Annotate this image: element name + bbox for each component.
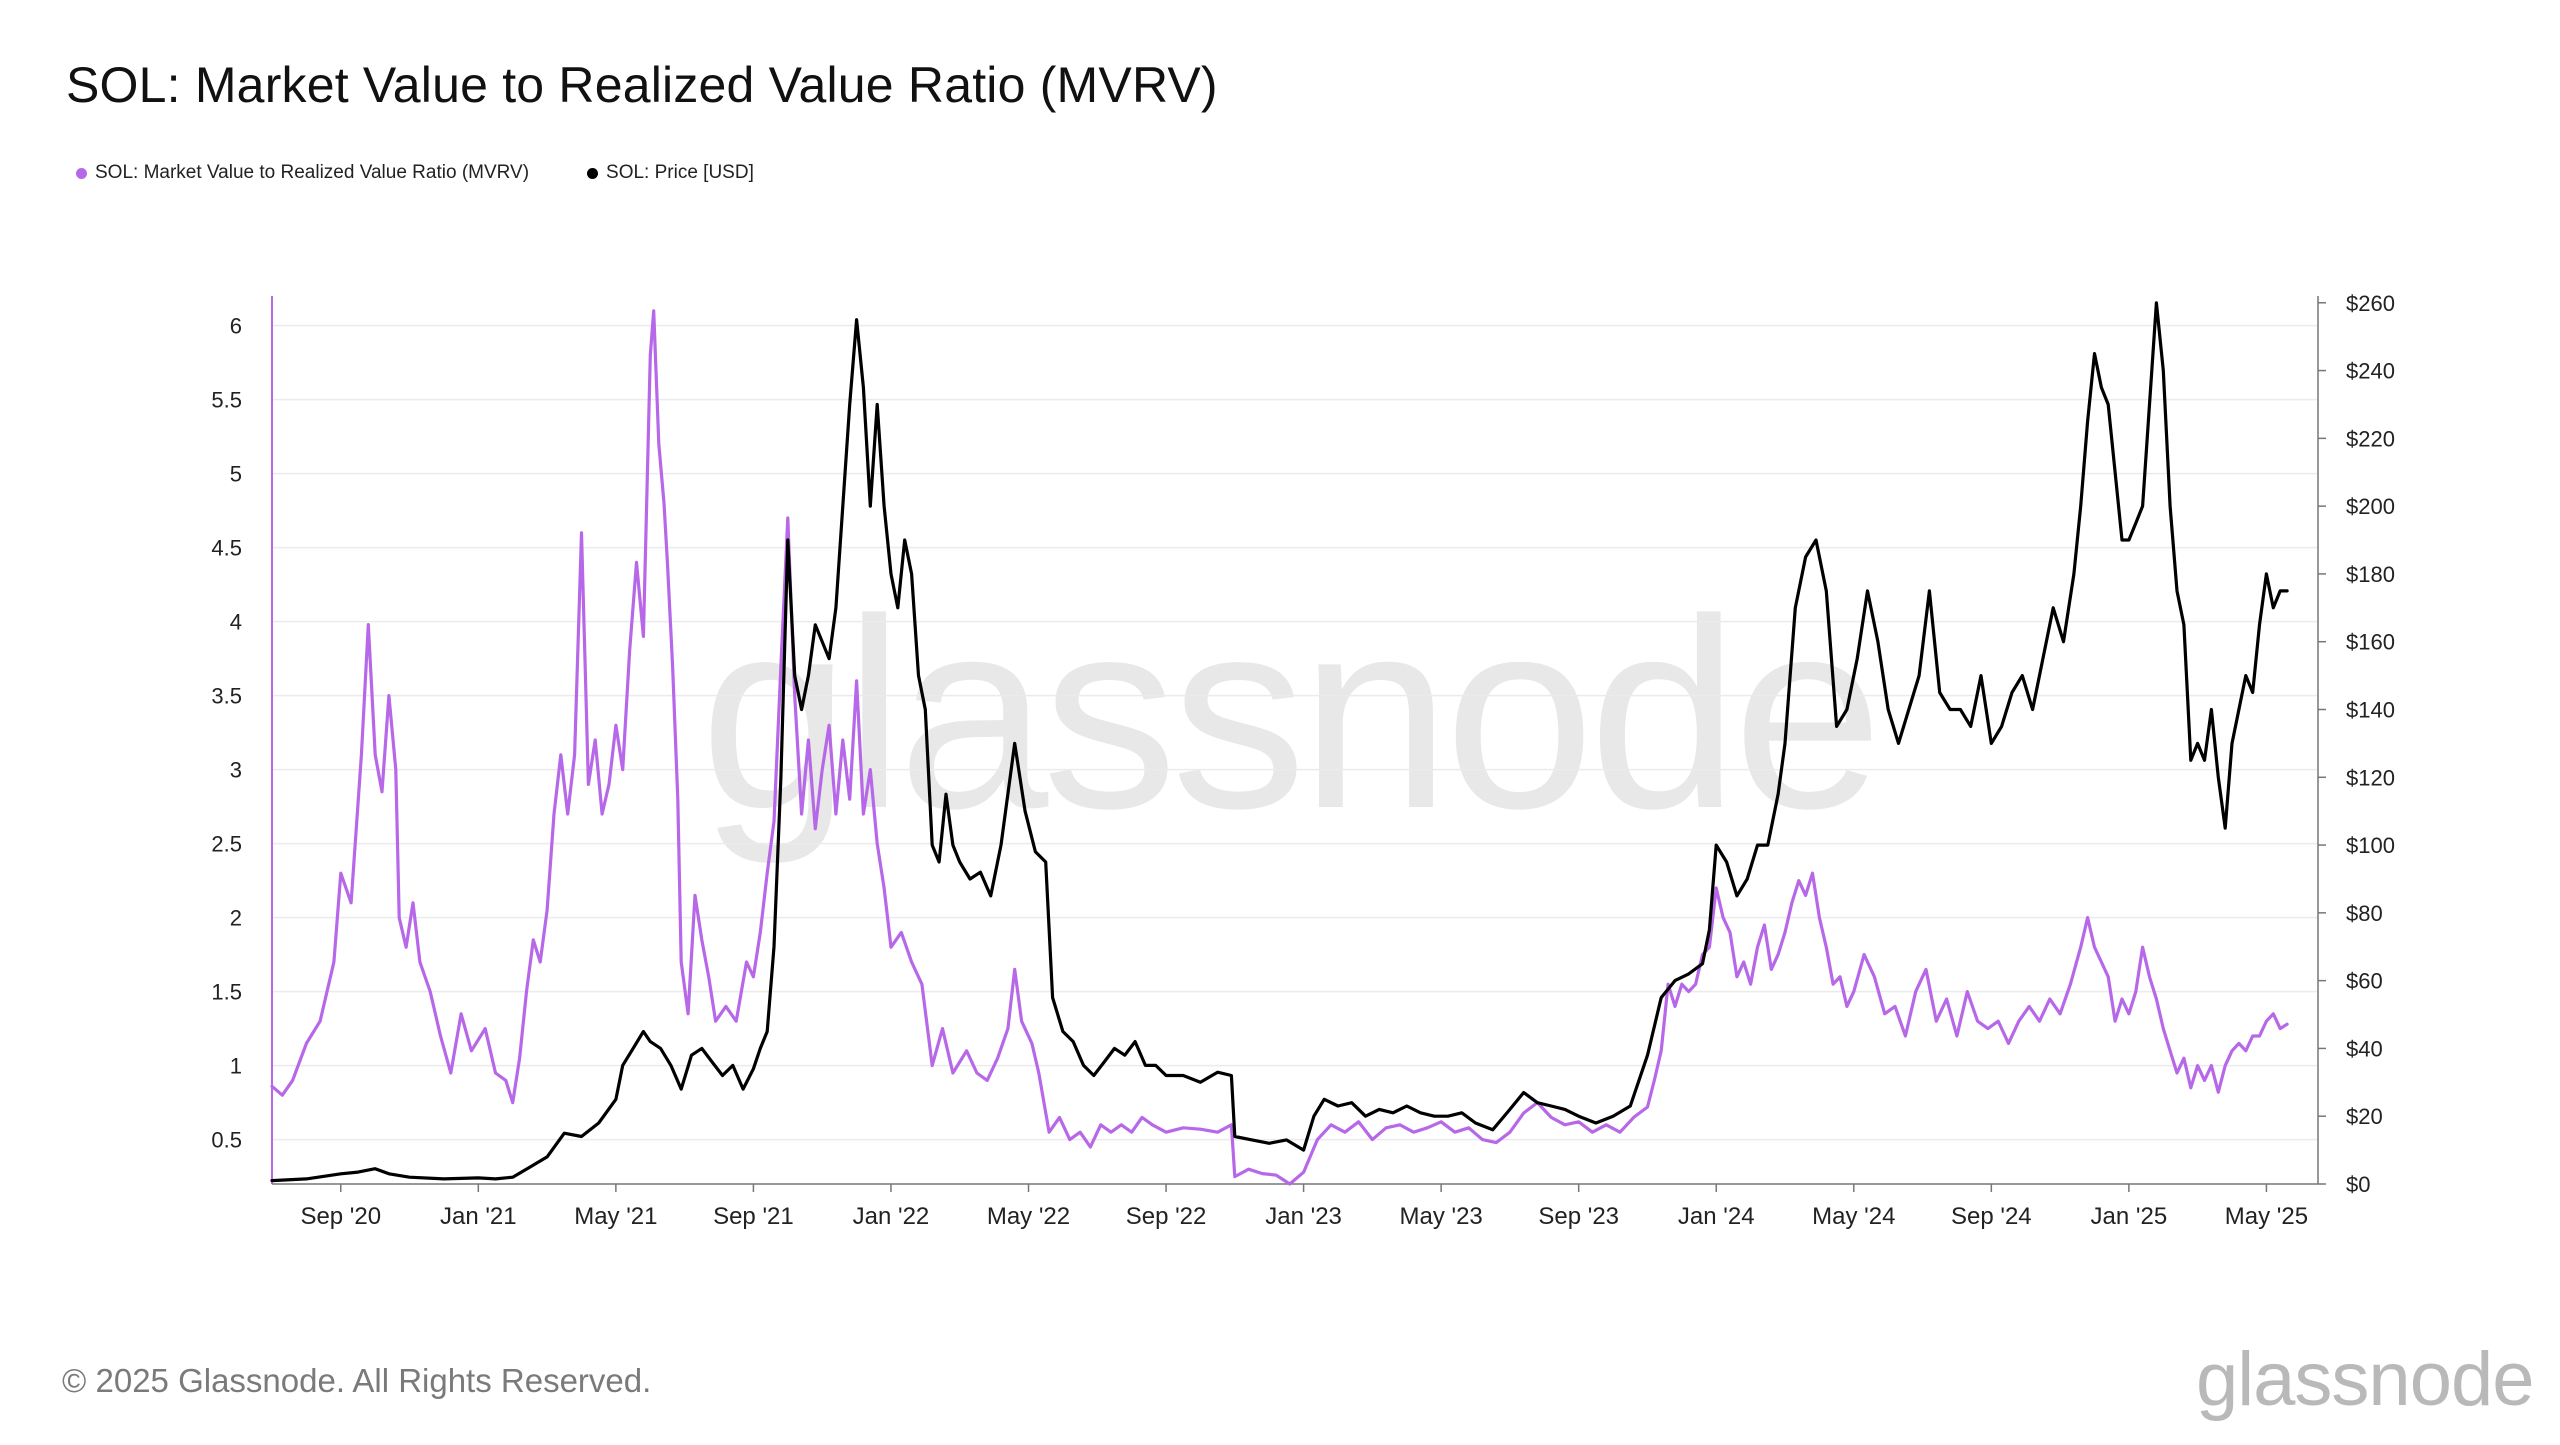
y-left-tick-label: 1 xyxy=(230,1054,242,1079)
x-tick-label: Sep '22 xyxy=(1126,1203,1207,1230)
y-left-tick-label: 0.5 xyxy=(211,1128,242,1153)
y-right-tick-label: $20 xyxy=(2346,1104,2383,1129)
legend-item-mvrv[interactable]: SOL: Market Value to Realized Value Rati… xyxy=(76,162,529,184)
y-left-tick-label: 4 xyxy=(230,610,242,635)
x-tick-label: May '21 xyxy=(574,1203,657,1230)
legend: SOL: Market Value to Realized Value Rati… xyxy=(76,162,812,184)
brand-logo: glassnode xyxy=(2196,1337,2534,1422)
y-right-tick-label: $260 xyxy=(2346,291,2395,316)
y-left-tick-label: 1.5 xyxy=(211,980,242,1005)
legend-dot-mvrv xyxy=(76,167,87,179)
y-right-tick-label: $100 xyxy=(2346,833,2395,858)
y-left-tick-label: 5.5 xyxy=(211,388,242,413)
x-tick-label: May '24 xyxy=(1812,1203,1895,1230)
x-tick-label: Sep '20 xyxy=(300,1203,381,1230)
y-right-tick-label: $180 xyxy=(2346,562,2395,587)
y-left-tick-label: 2.5 xyxy=(211,832,242,857)
y-right-tick-label: $240 xyxy=(2346,359,2395,384)
copyright-notice: © 2025 Glassnode. All Rights Reserved. xyxy=(62,1362,652,1399)
y-left-tick-label: 4.5 xyxy=(211,536,242,561)
x-tick-label: Sep '24 xyxy=(1951,1203,2032,1230)
x-tick-label: Sep '21 xyxy=(713,1203,794,1230)
chart-title: SOL: Market Value to Realized Value Rati… xyxy=(66,57,1218,113)
y-right-tick-label: $0 xyxy=(2346,1172,2370,1197)
y-left-tick-label: 2 xyxy=(230,906,242,931)
legend-label-mvrv: SOL: Market Value to Realized Value Rati… xyxy=(95,162,530,183)
y-right-tick-label: $140 xyxy=(2346,697,2395,722)
y-left-tick-label: 5 xyxy=(230,462,242,487)
x-tick-label: Jan '24 xyxy=(1678,1203,1755,1230)
x-tick-label: Jan '25 xyxy=(2091,1203,2168,1230)
y-right-tick-label: $60 xyxy=(2346,969,2383,994)
mvrv-series-line xyxy=(270,309,2289,1186)
x-tick-label: Jan '23 xyxy=(1265,1203,1342,1230)
legend-label-price: SOL: Price [USD] xyxy=(606,162,754,183)
y-right-tick-label: $80 xyxy=(2346,901,2383,926)
y-right-tick-label: $200 xyxy=(2346,494,2395,519)
x-tick-label: May '23 xyxy=(1399,1203,1482,1230)
x-tick-label: May '25 xyxy=(2225,1203,2308,1230)
y-left-tick-label: 3.5 xyxy=(211,684,242,709)
y-right-tick-label: $40 xyxy=(2346,1036,2383,1061)
x-tick-label: May '22 xyxy=(987,1203,1070,1230)
x-tick-label: Jan '22 xyxy=(853,1203,930,1230)
y-right-tick-label: $120 xyxy=(2346,765,2395,790)
x-tick-label: Sep '23 xyxy=(1538,1203,1619,1230)
y-right-tick-label: $220 xyxy=(2346,426,2395,451)
x-tick-label: Jan '21 xyxy=(440,1203,517,1230)
y-right-tick-label: $160 xyxy=(2346,630,2395,655)
legend-item-price[interactable]: SOL: Price [USD] xyxy=(587,162,754,184)
y-left-tick-label: 3 xyxy=(230,758,242,783)
legend-dot-price xyxy=(587,167,599,179)
price-series-line xyxy=(270,301,2289,1183)
y-left-tick-label: 6 xyxy=(230,314,242,339)
